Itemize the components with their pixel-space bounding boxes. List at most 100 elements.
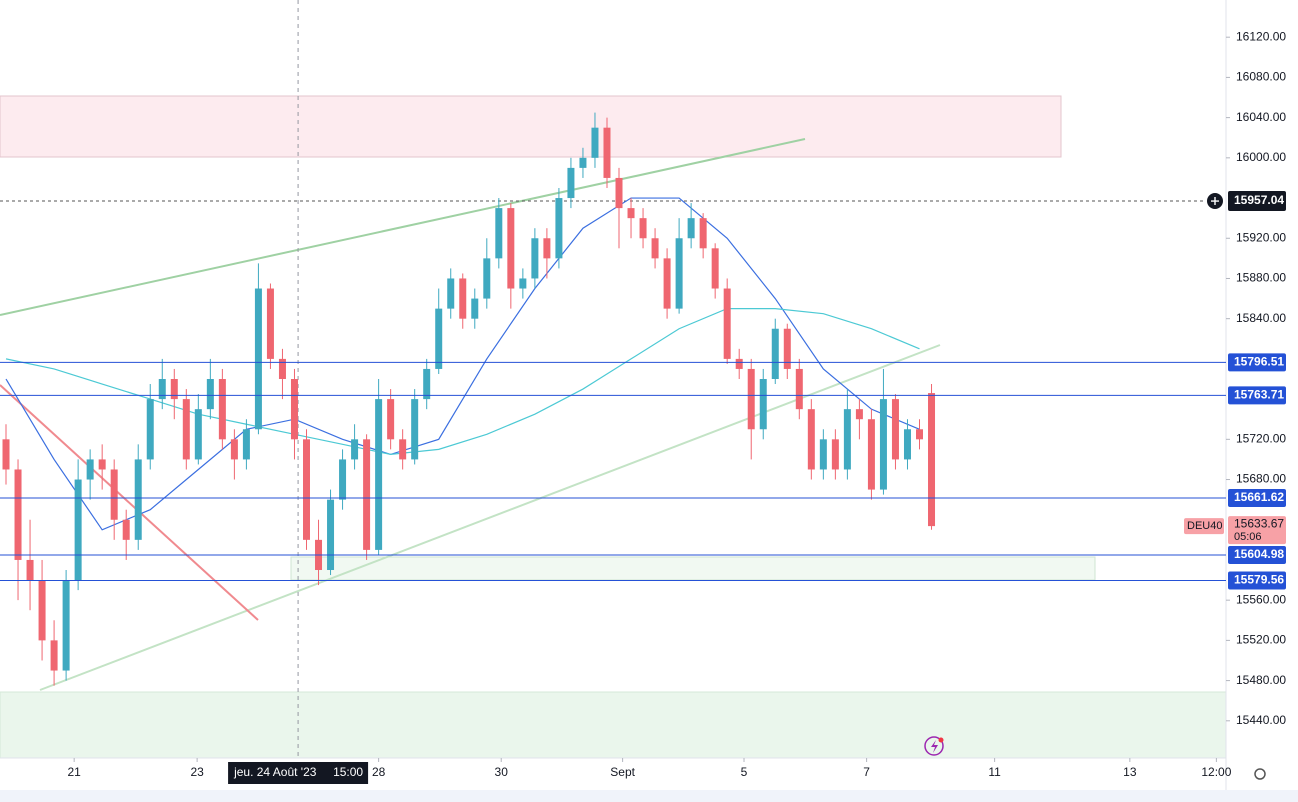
candle-body [242, 429, 250, 460]
candle-body [26, 559, 34, 581]
price-tag-label: 15579.56 [1234, 573, 1284, 587]
moving-average [5, 308, 920, 456]
candle-body [351, 439, 359, 460]
candle-body [747, 368, 755, 430]
candle-body [86, 459, 94, 480]
price-tag-label: 15763.71 [1234, 388, 1284, 402]
y-tick-label: 15720.00 [1236, 431, 1286, 445]
candle-body [194, 409, 202, 460]
candle-body [759, 379, 767, 430]
x-tick-label: 5 [741, 765, 748, 779]
candle-body [14, 469, 22, 560]
price-tag [1228, 353, 1286, 372]
candle-body [687, 218, 695, 239]
y-tick-label: 15840.00 [1236, 311, 1286, 325]
settings-icon[interactable] [1254, 768, 1266, 780]
candle-body [579, 157, 587, 168]
crosshair-date: jeu. 24 Août '23 [233, 765, 317, 779]
candle-body [663, 258, 671, 309]
candle-body [146, 399, 154, 460]
price-tag [1228, 489, 1286, 508]
candle-body [122, 519, 130, 540]
candle-body [543, 238, 551, 259]
x-tick-label: 7 [863, 765, 870, 779]
price-tag [1228, 386, 1286, 405]
y-tick-label: 15560.00 [1236, 592, 1286, 606]
resistance-zone [0, 95, 1062, 158]
candle-body [98, 459, 106, 470]
moving-average [5, 197, 920, 531]
y-tick-label: 15520.00 [1236, 633, 1286, 647]
candle-body [62, 580, 70, 671]
candle-body [110, 469, 118, 520]
plot: 16120.00 16080.00 16040.00 16000.00 15920.00… [0, 0, 1286, 784]
candle-body [411, 399, 419, 460]
candle-body [531, 238, 539, 279]
candle-body [38, 580, 46, 641]
symbol-label: DEU40 [1187, 520, 1222, 532]
candle-body [182, 399, 190, 460]
candle-body [603, 127, 611, 178]
candle-body [363, 439, 371, 550]
candle-body [519, 278, 527, 289]
candle-body [807, 409, 815, 470]
candle-body [303, 439, 310, 540]
candle-body [471, 298, 479, 319]
y-tick-label: 16080.00 [1236, 70, 1286, 84]
candle-body [591, 127, 599, 158]
candle-body [639, 218, 647, 239]
candle-body [555, 198, 563, 259]
price-tag-label: 15796.51 [1234, 355, 1284, 369]
price-tag-label: 15604.98 [1234, 547, 1284, 561]
candle-body [507, 208, 515, 289]
candle-body [134, 459, 142, 540]
candle-body [290, 379, 298, 440]
candle-body [916, 429, 923, 440]
candle-body [495, 208, 503, 259]
price-tag [1228, 571, 1286, 590]
candle-body [567, 167, 575, 199]
candle-body [795, 368, 803, 410]
y-tick-label: 15680.00 [1236, 472, 1286, 486]
y-tick-label: 16120.00 [1236, 29, 1286, 43]
candle-body [399, 439, 407, 460]
y-tick-label: 15920.00 [1236, 230, 1286, 244]
countdown: 05:06 [1234, 531, 1262, 543]
candle-body [50, 640, 58, 671]
candle-body [206, 379, 214, 410]
y-tick-label: 16040.00 [1236, 110, 1286, 124]
alert-icon[interactable] [924, 736, 944, 756]
candle-body [435, 308, 443, 369]
add-icon [1211, 197, 1219, 206]
trend-line [0, 138, 806, 316]
trend-line [39, 344, 941, 691]
x-tick-label: Sept [610, 765, 635, 779]
last-price-label: 15633.67 [1234, 516, 1284, 530]
candle-body [230, 439, 238, 460]
candle-body [423, 368, 431, 400]
candle-body [327, 499, 335, 571]
candle-body [339, 459, 347, 500]
candle-body [447, 278, 455, 309]
candle-body [928, 393, 936, 527]
candle-body [771, 328, 779, 379]
candle-body [843, 409, 851, 470]
candle-body [819, 439, 827, 470]
support-zone [290, 556, 1096, 581]
support-zone [0, 691, 1227, 759]
y-tick-label: 15880.00 [1236, 271, 1286, 285]
candle-body [158, 379, 166, 400]
price-tag [1228, 191, 1286, 212]
candle-body [735, 358, 743, 369]
x-tick-label: 13 [1123, 765, 1137, 779]
candle-body [387, 399, 395, 440]
y-tick-label: 15480.00 [1236, 673, 1286, 687]
x-tick-label: 11 [988, 765, 1001, 779]
price-tag-label: 15957.04 [1234, 193, 1284, 207]
candle-body [627, 208, 635, 219]
candle-body [903, 429, 911, 460]
candle-body [879, 399, 887, 490]
x-tick-label: 21 [67, 765, 81, 779]
candle-body [615, 177, 623, 209]
alert-dot [938, 737, 944, 743]
